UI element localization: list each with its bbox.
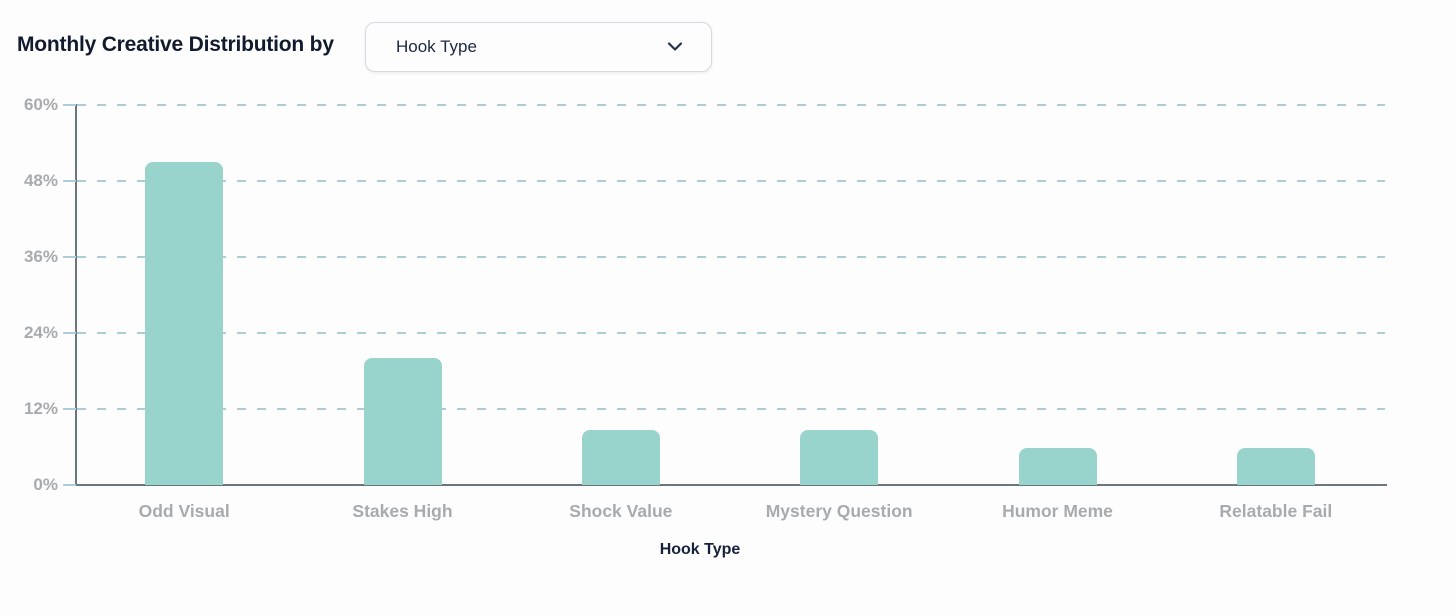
y-tick-label: 60% [23, 94, 58, 114]
y-tick-mark [63, 179, 76, 182]
gridline-12 [77, 407, 1385, 410]
gridline-24 [77, 331, 1385, 334]
y-tick-label: 48% [23, 170, 58, 190]
y-tick-label: 24% [23, 322, 58, 342]
hook-type-dropdown[interactable]: Hook Type [365, 22, 712, 72]
gridline-48 [77, 179, 1385, 182]
y-tick-mark [63, 255, 76, 258]
x-axis-label-odd-visual: Odd Visual [138, 501, 230, 521]
bar-odd-visual[interactable] [145, 161, 224, 485]
page-title: Monthly Creative Distribution by [17, 33, 334, 56]
bar-mystery-question[interactable] [800, 429, 879, 485]
x-axis-label-humor-meme: Humor Meme [1002, 501, 1113, 521]
bar-stakes-high[interactable] [363, 358, 442, 485]
bar-humor-meme[interactable] [1018, 448, 1097, 485]
dropdown-selected-value: Hook Type [396, 37, 477, 56]
y-tick-mark [63, 484, 76, 486]
y-tick-mark [63, 103, 76, 106]
x-axis-line [75, 484, 1387, 486]
bar-relatable-fail[interactable] [1236, 448, 1315, 485]
x-axis-title: Hook Type [659, 541, 741, 558]
gridline-36 [77, 255, 1385, 258]
x-axis-label-mystery-question: Mystery Question [765, 501, 913, 521]
chevron-down-icon [667, 42, 683, 52]
gridline-60 [77, 103, 1385, 106]
y-tick-mark [63, 331, 76, 334]
x-axis-label-shock-value: Shock Value [569, 501, 673, 521]
y-tick-label: 12% [23, 398, 58, 418]
x-axis-label-relatable-fail: Relatable Fail [1219, 501, 1333, 521]
bar-shock-value[interactable] [581, 429, 660, 485]
y-tick-label: 36% [23, 246, 58, 266]
y-axis-line [75, 104, 77, 486]
y-tick-mark [63, 407, 76, 410]
y-tick-label: 0% [33, 475, 58, 494]
x-axis-label-stakes-high: Stakes High [352, 501, 453, 521]
